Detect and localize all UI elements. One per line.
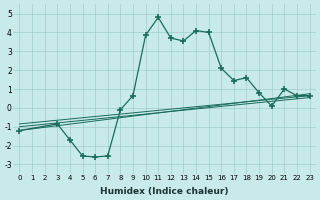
X-axis label: Humidex (Indice chaleur): Humidex (Indice chaleur) bbox=[100, 187, 229, 196]
